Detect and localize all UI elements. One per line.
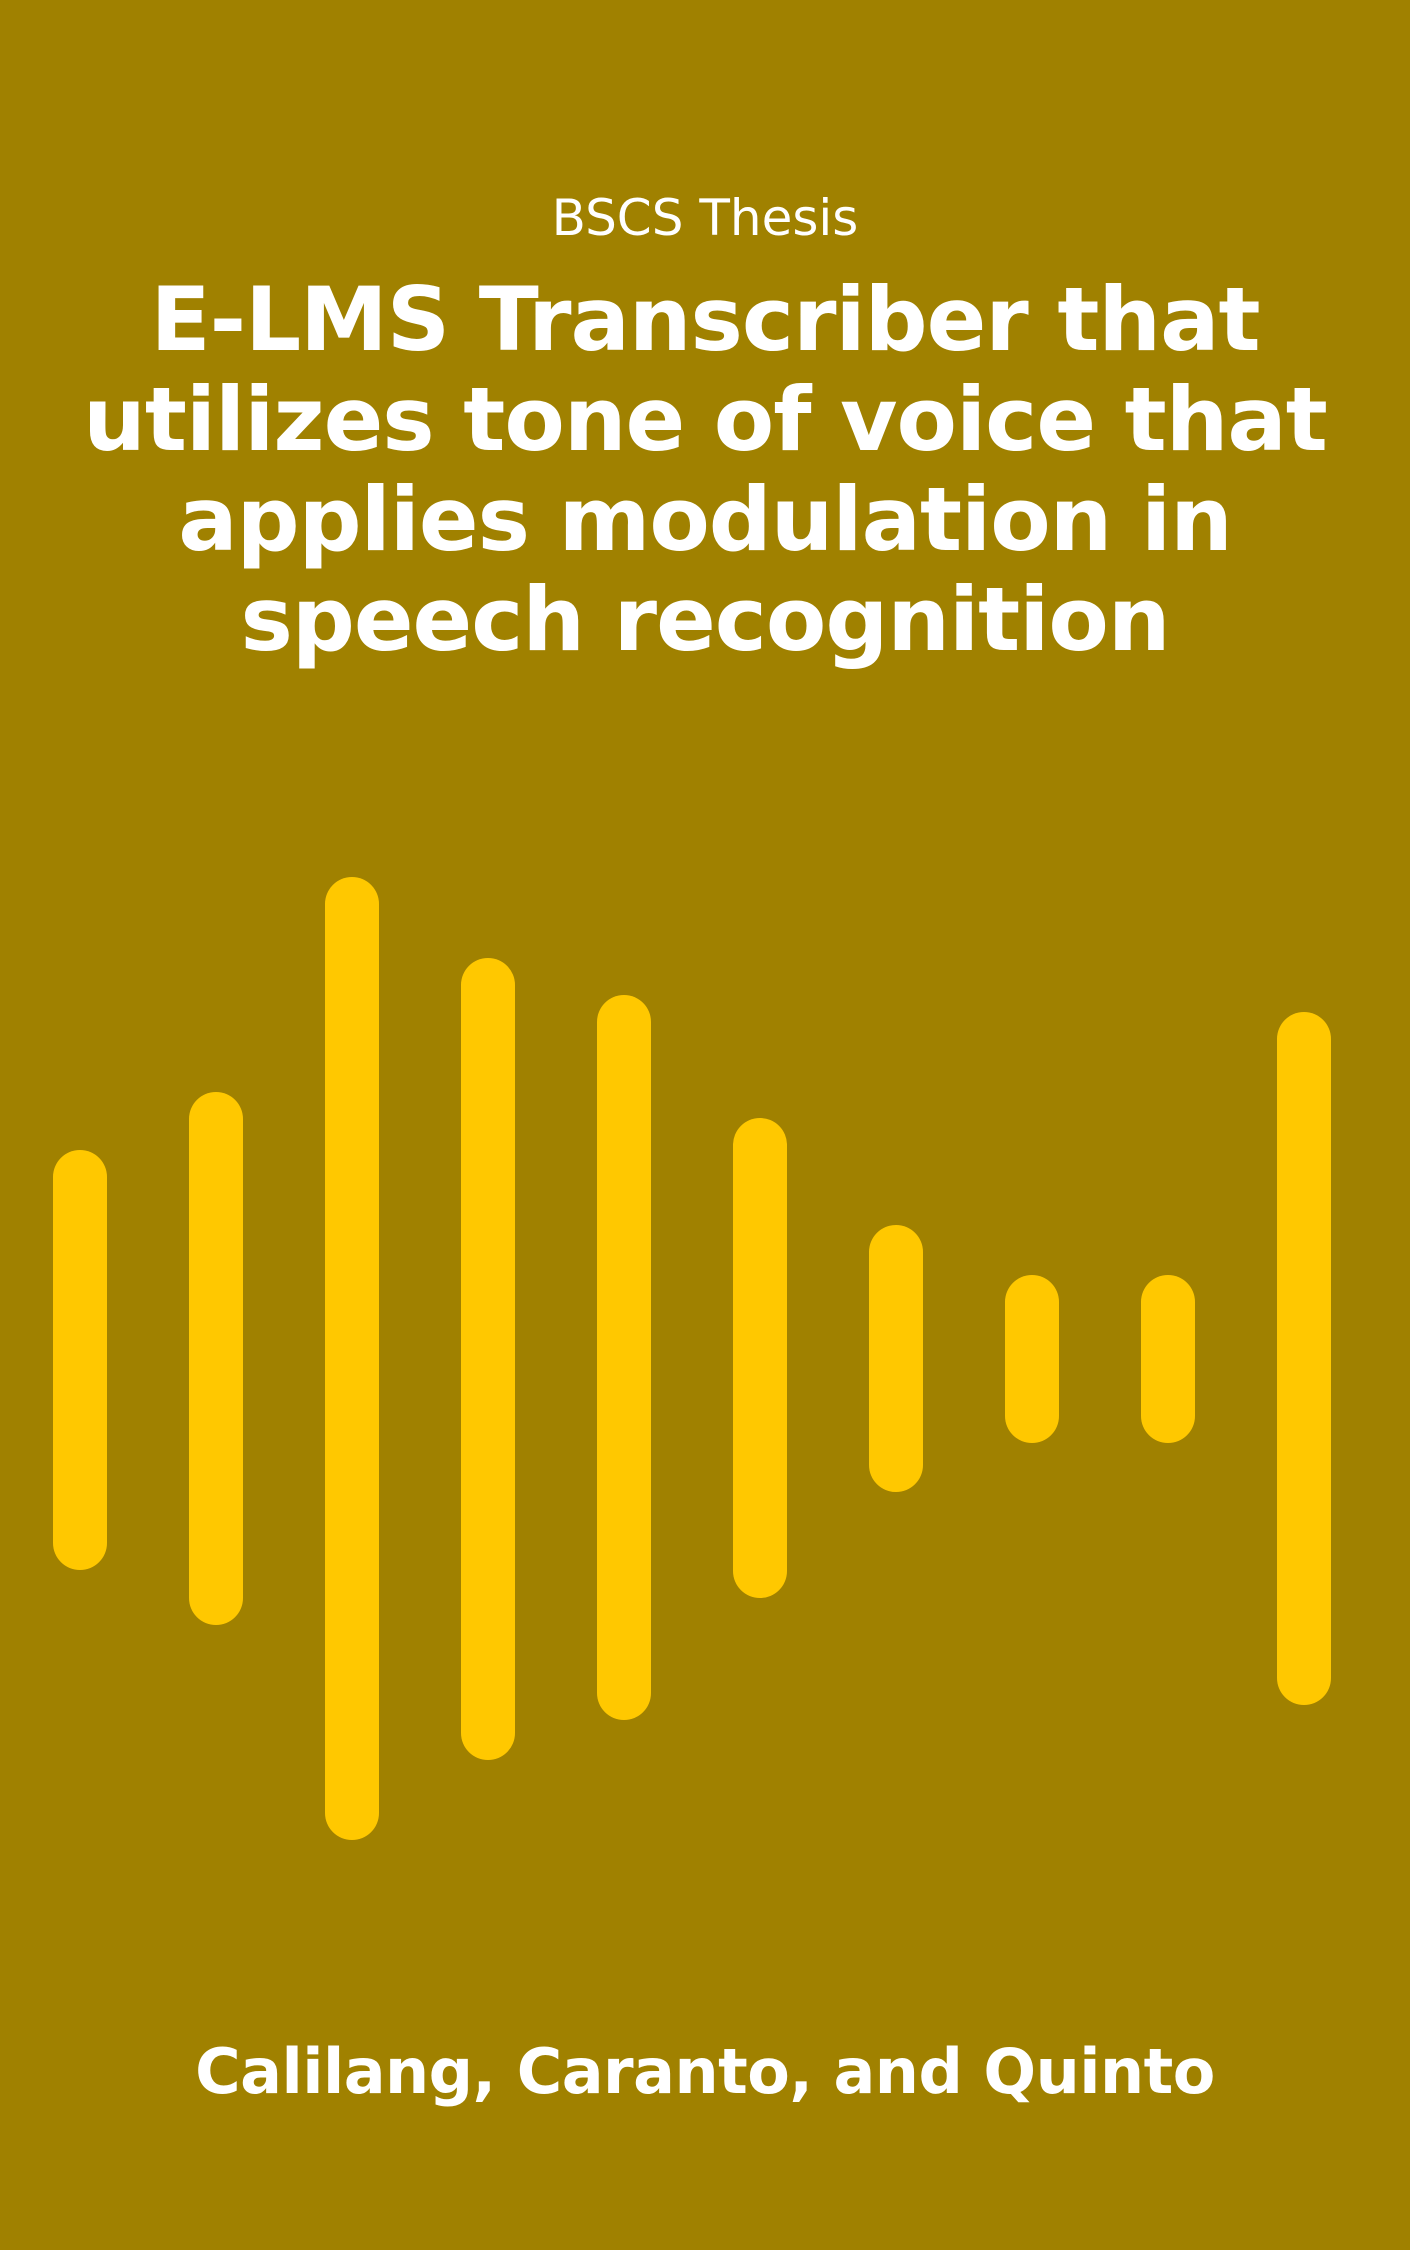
cover-authors: Calilang, Caranto, and Quinto <box>195 2035 1215 2108</box>
title-line: E-LMS Transcriber that <box>150 268 1260 371</box>
cover-subtitle: BSCS Thesis <box>551 189 859 247</box>
cover-title: E-LMS Transcriber that utilizes tone of … <box>20 270 1390 670</box>
title-line: utilizes tone of voice that <box>83 368 1328 471</box>
title-line: applies modulation in <box>178 468 1233 571</box>
title-line: speech recognition <box>240 568 1170 671</box>
